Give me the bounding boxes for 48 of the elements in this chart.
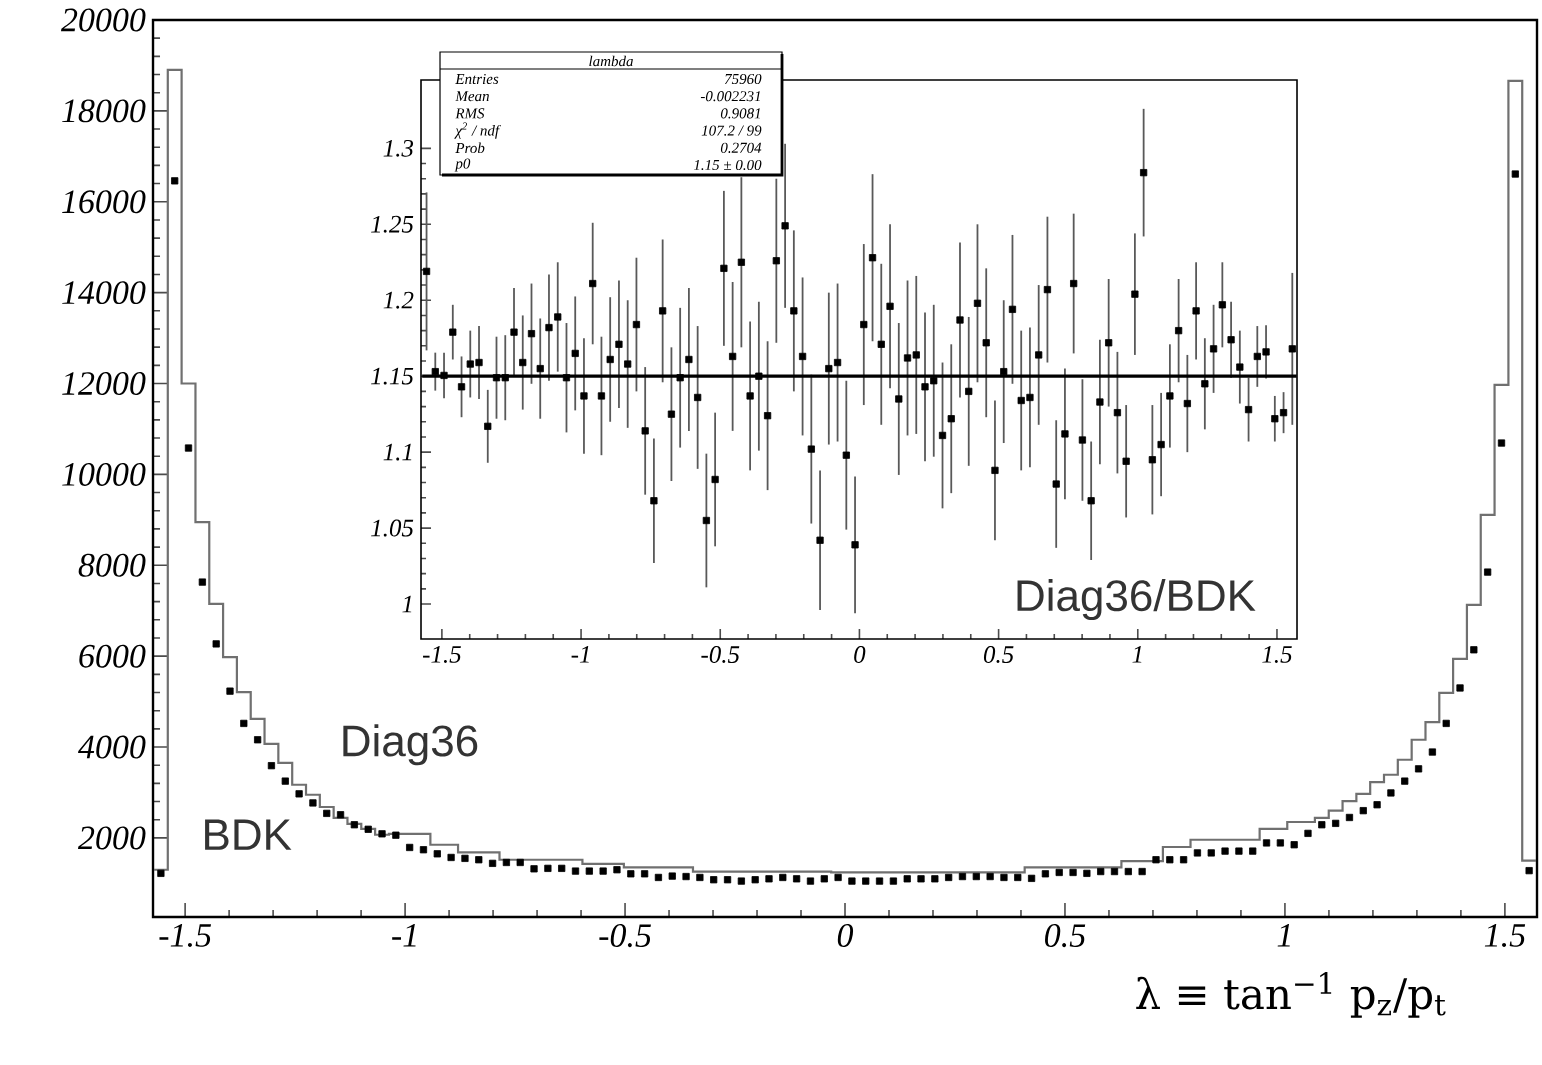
y-tick-label: 10000	[62, 462, 146, 486]
x-tick-label: 0	[837, 924, 854, 948]
y-tick-label: 4000	[78, 735, 146, 759]
x-tick-label: 1	[1277, 924, 1290, 947]
annotation: χ$^{2}$ / ndf	[454, 122, 501, 139]
x-tick-label: 0.5	[983, 646, 1014, 664]
x-tick-label: 1	[1132, 646, 1142, 663]
x-tick-label: -1.5	[423, 646, 461, 663]
y-tick-label: 1.1	[383, 443, 412, 461]
chart-title: lambda	[589, 55, 633, 67]
y-tick-label: 1.2	[383, 291, 414, 309]
x-tick-label: 0.5	[1045, 924, 1086, 948]
series-label: BDK	[205, 819, 292, 850]
x-tick-label: 1.5	[1484, 924, 1526, 947]
series-label: Diag36	[343, 724, 478, 766]
y-tick-label: 12000	[62, 372, 146, 395]
x-axis-title: λ ≡ tan$^{−1}$ p$_{z}$/p$_{t}$	[1136, 972, 1446, 1018]
y-tick-label: 18000	[62, 99, 146, 123]
text: Diag36/BDK	[1017, 578, 1256, 620]
annotation: 0.2704	[720, 142, 762, 153]
annotation: p0	[454, 158, 471, 172]
x-tick-label: -1	[571, 646, 589, 663]
x-tick-label: -1	[392, 924, 416, 947]
annotation: 75960	[724, 73, 762, 85]
y-tick-label: 1.3	[383, 139, 414, 157]
y-tick-label: 1.15	[371, 367, 414, 385]
annotation: RMS	[455, 108, 485, 119]
annotation: 107.2 / 99	[701, 125, 762, 136]
y-tick-label: 8000	[78, 553, 146, 577]
y-tick-label: 16000	[62, 190, 146, 214]
x-tick-label: -1.5	[159, 924, 212, 947]
annotation: Mean	[455, 91, 489, 102]
annotation: 1.15 ± 0.00	[693, 159, 762, 171]
x-tick-label: 0	[854, 646, 866, 663]
y-tick-label: 14000	[62, 281, 146, 305]
y-tick-label: 20000	[60, 8, 146, 32]
y-tick-label: 6000	[79, 644, 146, 668]
annotation: Entries	[455, 73, 499, 85]
y-tick-label: 1.25	[371, 215, 414, 233]
annotation: Prob	[455, 142, 485, 154]
x-tick-label: -0.5	[599, 924, 651, 948]
y-tick-label: 1	[402, 595, 412, 613]
y-tick-label: 2000	[77, 826, 146, 850]
y-tick-label: 1.05	[371, 519, 414, 537]
x-tick-label: 1.5	[1262, 646, 1292, 663]
annotation: 0.9081	[720, 108, 761, 119]
annotation: -0.002231	[700, 91, 761, 102]
x-tick-label: -0.5	[701, 646, 740, 664]
